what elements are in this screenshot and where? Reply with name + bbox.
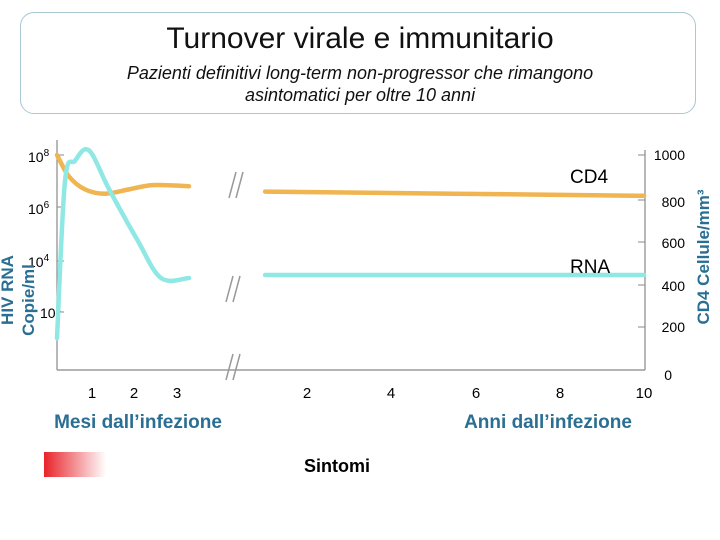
month-tick-label: 2 [130,385,138,402]
series-label-cd4: CD4 [570,167,608,188]
header-box [20,12,696,114]
series-line-cd4-late [262,189,647,199]
break-mark [228,171,237,199]
axis-break-marks [225,171,244,381]
right-tick-label: 600 [662,235,686,251]
series-line-cd4-early [54,152,192,196]
break-mark [232,275,241,303]
series-label-rna: RNA [570,257,610,278]
year-tick-label: 4 [387,385,395,402]
x-ticks: 1 2 3 2 4 6 8 10 [88,385,653,402]
page-title: Turnover virale e immunitario [166,22,554,55]
year-tick-label: 6 [472,385,480,402]
subtitle-line-1: Pazienti definitivi long-term non-progre… [126,63,594,83]
symptoms-label: Sintomi [304,456,370,476]
left-axis-label-line2: Copie/ml [19,264,38,336]
break-mark [225,275,234,303]
left-tick-label: 104 [28,253,50,270]
right-tick-label: 200 [662,319,686,335]
month-tick-label: 3 [173,385,181,402]
symptoms-bar [44,452,106,477]
years-axis-label: Anni dall’infezione [464,412,632,433]
year-tick-label: 8 [556,385,564,402]
left-tick-label: 106 [28,200,50,217]
left-ticks: 108 106 104 102 [28,148,64,321]
series-line-rna-early [54,147,192,341]
right-tick-label: 0 [664,367,672,383]
month-tick-label: 1 [88,385,96,402]
break-mark [225,353,234,381]
break-mark [235,171,244,199]
page-subtitle: Pazienti definitivi long-term non-progre… [40,62,680,106]
series-layer [54,147,647,341]
right-axis-label: CD4 Cellule/mm³ [694,189,713,324]
year-tick-label: 2 [303,385,311,402]
right-ticks: 1000 800 600 400 200 0 [638,147,685,383]
right-tick-label: 1000 [654,147,685,163]
subtitle-line-2: asintomatici per oltre 10 anni [244,85,476,105]
left-tick-label: 108 [28,148,50,165]
right-tick-label: 400 [662,278,686,294]
left-axis-label-line1: HIV RNA [0,255,17,325]
break-mark [232,353,241,381]
months-axis-label: Mesi dall’infezione [54,412,222,433]
right-tick-label: 800 [662,194,686,210]
year-tick-label: 10 [636,385,653,402]
